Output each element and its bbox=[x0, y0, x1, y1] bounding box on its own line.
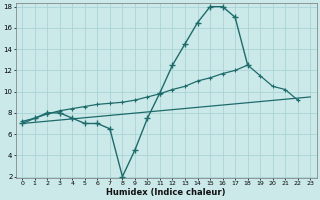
X-axis label: Humidex (Indice chaleur): Humidex (Indice chaleur) bbox=[107, 188, 226, 197]
